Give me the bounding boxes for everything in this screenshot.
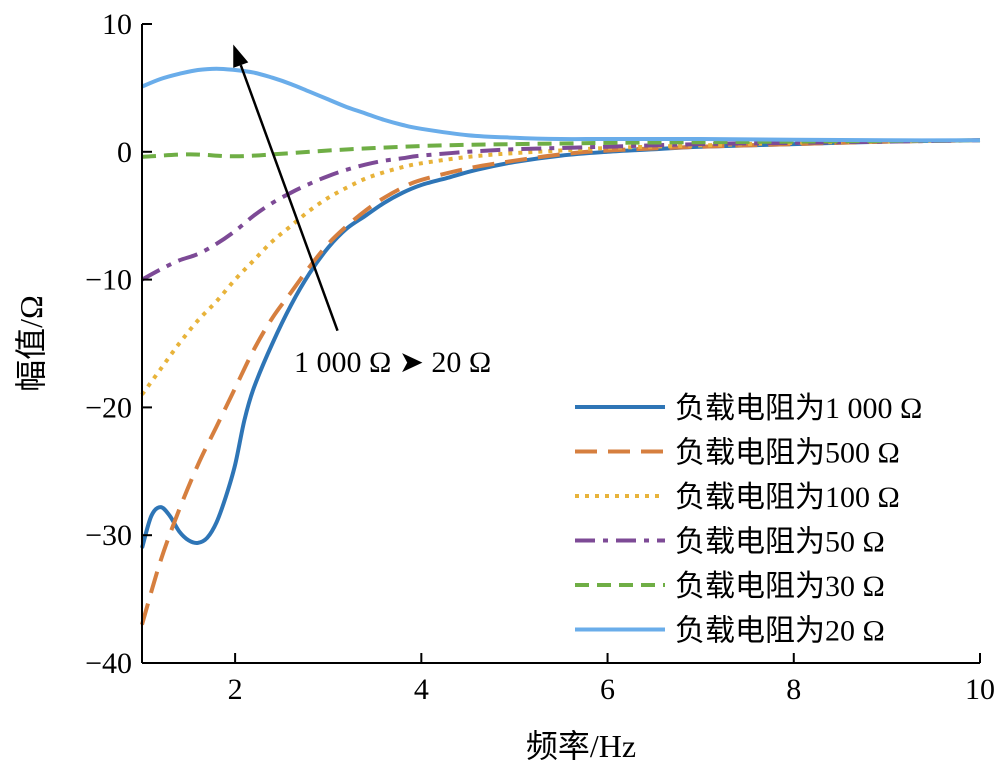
series-line-4 bbox=[141, 138, 981, 159]
y-tick-label: −40 bbox=[85, 647, 132, 680]
y-tick-label: −10 bbox=[85, 264, 132, 297]
x-tick-label: 8 bbox=[786, 673, 801, 706]
plot-area bbox=[140, 66, 981, 626]
y-ticks: −40 −30 −20 −10 0 10 bbox=[85, 8, 152, 680]
legend-label-5: 负载电阻为20 Ω bbox=[675, 615, 885, 648]
x-ticks: 2 4 6 8 10 bbox=[228, 653, 995, 706]
y-tick-label: 0 bbox=[117, 136, 132, 169]
y-axis-title: 幅值/Ω bbox=[13, 295, 49, 392]
x-tick-label: 10 bbox=[965, 673, 995, 706]
legend-label-1: 负载电阻为500 Ω bbox=[675, 437, 900, 470]
annotation: 1 000 Ω ➤ 20 Ω bbox=[233, 44, 491, 379]
axes bbox=[141, 24, 980, 664]
legend-label-0: 负载电阻为1 000 Ω bbox=[675, 392, 922, 425]
legend-label-4: 负载电阻为30 Ω bbox=[675, 570, 885, 603]
legend-label-3: 负载电阻为50 Ω bbox=[675, 526, 885, 559]
annotation-arrow bbox=[239, 64, 339, 332]
annotation-text: 1 000 Ω ➤ 20 Ω bbox=[294, 346, 491, 379]
series-line-3 bbox=[141, 138, 981, 282]
legend-label-2: 负载电阻为100 Ω bbox=[675, 481, 900, 514]
x-tick-label: 6 bbox=[600, 673, 615, 706]
x-axis-title: 频率/Hz bbox=[526, 728, 636, 764]
y-tick-label: −20 bbox=[85, 391, 132, 424]
y-tick-label: −30 bbox=[85, 519, 132, 552]
series-line-5 bbox=[141, 66, 981, 143]
x-tick-label: 2 bbox=[228, 673, 243, 706]
y-tick-label: 10 bbox=[102, 8, 132, 41]
legend: 负载电阻为1 000 Ω 负载电阻为500 Ω 负载电阻为100 Ω 负载电阻为50 … bbox=[575, 392, 922, 648]
x-tick-label: 4 bbox=[414, 673, 429, 706]
series-line-1 bbox=[140, 138, 981, 626]
annotation-arrow-head bbox=[233, 44, 249, 68]
